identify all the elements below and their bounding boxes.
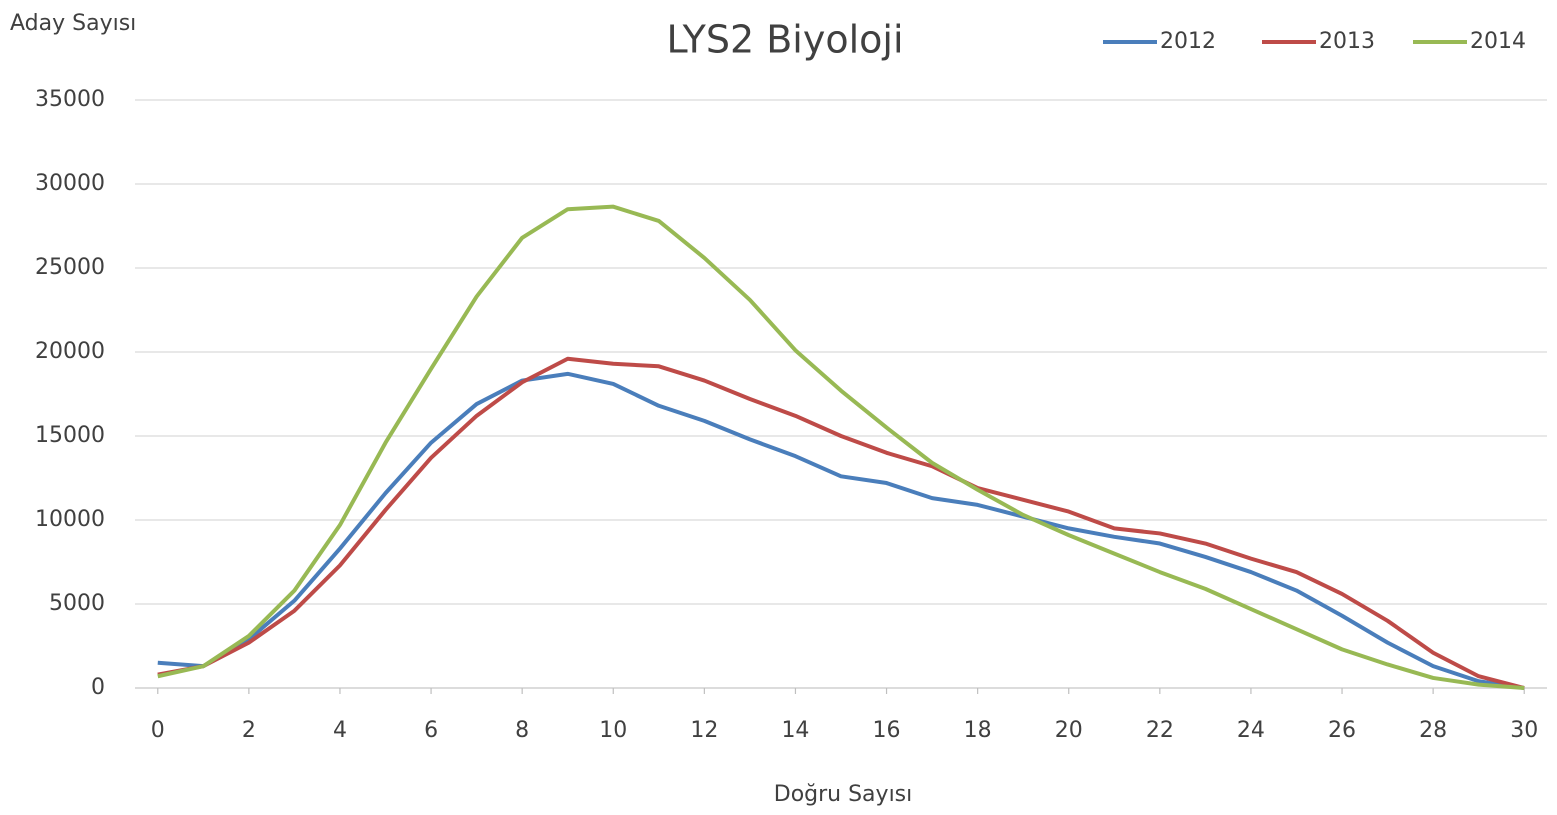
legend-label: 2014: [1470, 29, 1526, 54]
y-tick-label: 35000: [35, 87, 105, 112]
x-axis-label: Doğru Sayısı: [774, 782, 913, 807]
y-tick-label: 15000: [35, 423, 105, 448]
x-tick-label: 10: [599, 718, 627, 743]
x-tick-label: 18: [964, 718, 992, 743]
y-axis-label: Aday Sayısı: [10, 11, 136, 36]
series-line: [157, 356, 1525, 690]
y-tick-label: 10000: [35, 507, 105, 532]
x-tick-label: 4: [333, 718, 347, 743]
x-tick-label: 8: [515, 718, 529, 743]
y-tick-label: 25000: [35, 255, 105, 280]
x-tick-label: 30: [1510, 718, 1538, 743]
y-tick-label: 20000: [35, 339, 105, 364]
series-line: [157, 371, 1525, 690]
x-tick-label: 26: [1328, 718, 1356, 743]
legend-label: 2013: [1319, 29, 1375, 54]
x-tick-label: 22: [1146, 718, 1174, 743]
x-tick-label: 12: [690, 718, 718, 743]
x-tick-label: 24: [1237, 718, 1265, 743]
chart-title: LYS2 Biyoloji: [667, 18, 904, 62]
x-tick-label: 28: [1419, 718, 1447, 743]
x-tick-label: 14: [781, 718, 809, 743]
y-tick-label: 0: [91, 675, 105, 700]
x-tick-label: 6: [424, 718, 438, 743]
y-tick-label: 30000: [35, 171, 105, 196]
y-tick-label: 5000: [49, 591, 105, 616]
x-tick-label: 0: [151, 718, 165, 743]
series-line: [157, 204, 1525, 690]
x-tick-label: 20: [1055, 718, 1083, 743]
legend-label: 2012: [1160, 29, 1216, 54]
x-tick-label: 16: [873, 718, 901, 743]
x-tick-label: 2: [242, 718, 256, 743]
